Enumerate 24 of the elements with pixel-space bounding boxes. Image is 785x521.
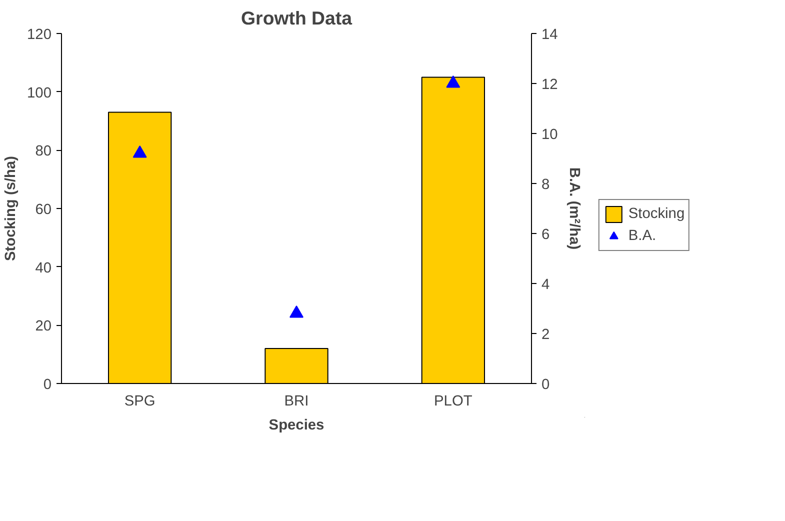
y-tick-label: 0 [43,377,52,393]
y2-tick-label: 14 [542,27,558,43]
x-axis-title: Species [268,418,324,434]
x-tick-label: SPG [124,394,156,410]
legend-label: B.A. [628,228,656,244]
y2-axis-title: B.A. (m²/ha) [566,167,582,250]
x-tick-label: PLOT [434,394,472,410]
y-tick-label: 100 [27,85,52,102]
legend-label: Stocking [628,206,685,222]
y-axis-title: Stocking (s/ha) [3,156,20,262]
y-tick-label: 20 [35,318,52,335]
y2-tick-label: 10 [542,127,558,143]
y-tick-label: 80 [35,144,52,160]
y2-tick-label: 8 [542,177,550,193]
x-tick-label: BRI [284,394,309,410]
chart-title: Growth Data [241,8,353,28]
y-tick-label: 120 [27,27,52,43]
y2-tick-label: 4 [542,277,550,293]
y2-tick-label: 2 [542,327,550,343]
y-tick-label: 40 [35,260,52,276]
y-tick-label: 60 [35,202,52,218]
y2-tick-label: 12 [542,77,558,93]
y2-tick-label: 6 [542,227,550,243]
y2-tick-label: 0 [542,377,550,393]
